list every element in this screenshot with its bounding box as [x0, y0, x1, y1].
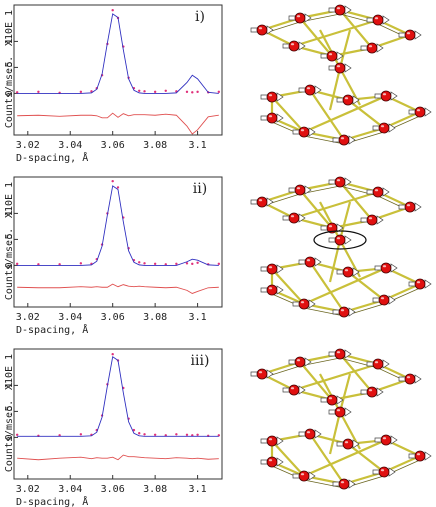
x-tick-label: 3.06	[101, 140, 125, 151]
panel-label: iii)	[191, 353, 210, 369]
x-tick-label: 3.02	[16, 312, 40, 323]
data-point	[138, 89, 141, 93]
plot-frame	[13, 348, 223, 480]
data-point	[196, 261, 199, 264]
x-tick-label: 3.1	[189, 140, 207, 151]
x-tick-label: 3.1	[189, 484, 207, 495]
series-line	[17, 356, 219, 437]
y-tick-label: 0	[4, 262, 15, 268]
panel-label: i)	[195, 9, 205, 25]
y-multiplier: X10E 1	[4, 182, 15, 218]
y-tick-label: 0	[4, 434, 15, 440]
data-point	[111, 179, 114, 183]
data-point	[217, 262, 221, 266]
data-point	[143, 90, 146, 93]
y-tick-label: .5	[4, 405, 15, 417]
data-point	[217, 90, 221, 94]
data-point	[153, 90, 157, 94]
x-tick-label: 3.06	[101, 484, 125, 495]
y-tick-label: .5	[4, 61, 15, 73]
plot-frame	[13, 176, 223, 308]
series-line	[17, 283, 219, 294]
crystal-structure	[251, 349, 431, 489]
plot-frame	[13, 4, 223, 136]
data-point	[79, 433, 83, 436]
x-tick-label: 3.06	[101, 312, 125, 323]
data-point	[175, 262, 178, 266]
data-point	[143, 433, 146, 436]
series-line	[17, 185, 219, 266]
x-axis-label: D-spacing, Å	[16, 495, 88, 507]
crystal-structure	[251, 177, 431, 317]
y-tick-label: 0	[4, 90, 15, 96]
x-tick-label: 3.04	[58, 484, 82, 495]
y-axis-label: Counts/msec.	[4, 228, 15, 300]
y-tick-label: 1	[4, 210, 15, 216]
x-tick-label: 3.02	[16, 140, 40, 151]
data-point	[191, 91, 194, 94]
data-point	[153, 262, 157, 266]
data-point	[90, 90, 93, 93]
y-multiplier: X10E 1	[4, 10, 15, 46]
panel-label: ii)	[193, 181, 207, 197]
x-tick-label: 3.08	[143, 140, 167, 151]
data-point	[15, 433, 19, 436]
data-point	[37, 90, 40, 94]
y-tick-label: 1	[4, 38, 15, 44]
x-axis-label: D-spacing, Å	[16, 151, 88, 164]
data-point	[164, 89, 167, 93]
data-point	[143, 262, 146, 265]
data-point	[111, 9, 114, 12]
data-point	[116, 186, 120, 189]
data-point	[191, 262, 194, 266]
highlight-ellipse	[313, 230, 367, 250]
x-axis-label: D-spacing, Å	[16, 323, 88, 336]
x-tick-label: 3.02	[16, 484, 40, 495]
data-point	[185, 90, 189, 94]
x-tick-label: 3.08	[143, 484, 167, 495]
data-point	[132, 428, 136, 432]
data-point	[138, 261, 141, 264]
data-point	[111, 353, 114, 356]
y-tick-label: 1	[4, 382, 15, 388]
data-point	[153, 433, 157, 436]
x-tick-label: 3.04	[58, 312, 82, 323]
series-line	[17, 112, 219, 135]
data-point	[175, 433, 178, 436]
data-point	[185, 262, 189, 265]
data-point	[79, 262, 83, 265]
data-point	[185, 433, 189, 436]
x-tick-label: 3.08	[143, 312, 167, 323]
data-point	[196, 90, 199, 94]
series-line	[17, 13, 219, 94]
data-point	[79, 90, 83, 94]
x-tick-label: 3.04	[58, 140, 82, 151]
data-point	[138, 432, 141, 435]
data-point	[15, 262, 19, 266]
data-point	[196, 433, 199, 436]
y-axis-label: Counts/msec.	[4, 400, 15, 472]
y-axis-label: Counts/msec.	[4, 56, 15, 128]
y-tick-label: .5	[4, 233, 15, 245]
y-multiplier: X10E 1	[4, 354, 15, 390]
series-line	[17, 454, 219, 461]
crystal-structure	[251, 5, 431, 145]
x-tick-label: 3.1	[189, 312, 207, 323]
